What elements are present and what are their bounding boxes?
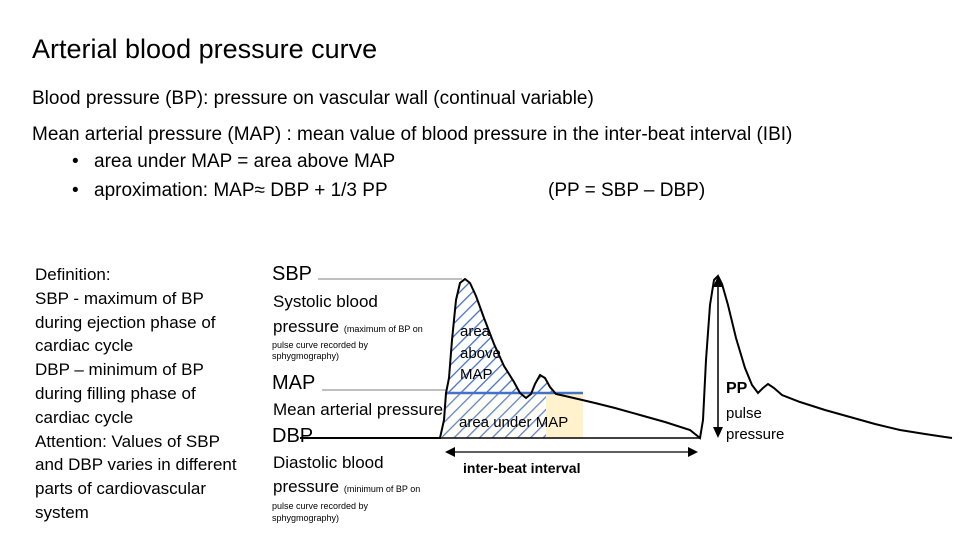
definition-line: and DBP varies in different [35, 455, 237, 475]
area-above-label: area [460, 323, 491, 340]
definition-line: cardiac cycle [35, 407, 134, 427]
ibi-label: inter-beat interval [463, 460, 581, 476]
dbp-note: (minimum of BP on [343, 484, 421, 494]
pp-arrowhead [713, 276, 723, 287]
definition-line: Attention: Values of SBP [35, 431, 220, 451]
bullet-text: aproximation: MAP≈ DBP + 1/3 PP [94, 180, 388, 201]
area-under-map [442, 393, 546, 438]
bullet-approximation: • aproximation: MAP≈ DBP + 1/3 PP [72, 180, 388, 202]
dbp-name-text: pressure [273, 477, 340, 496]
pressure-curve [300, 274, 953, 440]
sbp-name: Systolic blood [273, 292, 378, 311]
definition-line: DBP – minimum of BP [35, 360, 204, 380]
definition-line: during ejection phase of [35, 312, 216, 332]
sbp-name: pressure (maximum of BP on [273, 317, 423, 337]
sbp-note: (maximum of BP on [343, 324, 423, 334]
dbp-name: Diastolic blood [273, 453, 384, 472]
bullet-dot: • [72, 180, 79, 201]
dbp-name: pressure (minimum of BP on [273, 477, 420, 497]
dbp-label: DBP [272, 425, 314, 447]
pp-name: pressure [726, 426, 785, 443]
page-title: Arterial blood pressure curve [32, 34, 378, 64]
map-name: Mean arterial pressure [273, 400, 444, 419]
pp-formula: (PP = SBP – DBP) [548, 180, 706, 201]
area-under-label: area under MAP [459, 414, 569, 431]
area-above-map [446, 279, 520, 393]
area-above-label: MAP [460, 366, 493, 383]
dbp-note: pulse curve recorded by [272, 501, 369, 511]
ibi-arrowhead [688, 447, 698, 457]
area-above-label: above [460, 345, 501, 362]
definition-block: Definition: SBP - maximum of BP during e… [35, 263, 265, 525]
definition-line: system [35, 502, 89, 522]
bullet-dot: • [72, 151, 79, 172]
bullet-area-equality: • area under MAP = area above MAP [72, 151, 395, 173]
sbp-label: SBP [272, 263, 313, 285]
map-definition-line: Mean arterial pressure (MAP) : mean valu… [32, 124, 793, 145]
definition-line: cardiac cycle [35, 336, 134, 356]
definition-line: parts of cardiovascular [35, 479, 207, 499]
ibi-arrowhead [445, 447, 455, 457]
map-label: MAP [272, 372, 316, 394]
pp-arrowhead [713, 427, 723, 438]
definition-line: during filling phase of [35, 383, 196, 403]
sbp-note: pulse curve recorded by [272, 340, 369, 350]
bullet-text: area under MAP = area above MAP [94, 151, 396, 172]
sbp-name-text: pressure [273, 317, 340, 336]
dbp-note: sphygmography) [272, 513, 340, 523]
sbp-note: sphygmography) [272, 351, 340, 361]
definition-heading: Definition: [35, 265, 111, 284]
pp-label: PP [726, 380, 748, 397]
pp-name: pulse [726, 405, 762, 422]
definition-line: SBP - maximum of BP [35, 288, 204, 308]
bp-definition-line: Blood pressure (BP): pressure on vascula… [32, 88, 594, 109]
